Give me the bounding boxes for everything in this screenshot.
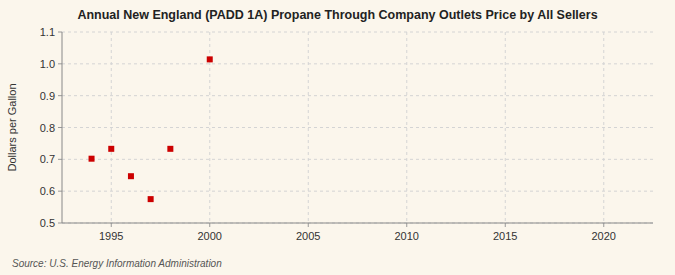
tick-label-y: 0.7 <box>40 153 55 165</box>
title: Annual New England (PADD 1A) Propane Thr… <box>77 8 597 22</box>
tick-x <box>505 223 506 227</box>
tick-y <box>58 223 62 224</box>
tick-label-y: 0.6 <box>40 185 55 197</box>
grid-line-y <box>62 223 653 224</box>
grid-line-y <box>62 191 653 192</box>
tick-y <box>58 159 62 160</box>
point <box>128 173 134 179</box>
tick-label-x: 2020 <box>592 230 616 242</box>
point <box>89 156 95 162</box>
x-axis <box>62 223 653 224</box>
grid-line-y <box>62 95 653 96</box>
grid-line-x <box>406 32 407 223</box>
tick-x <box>603 223 604 227</box>
tick-label-y: 0.9 <box>40 90 55 102</box>
tick-y <box>58 127 62 128</box>
y-axis <box>62 32 63 223</box>
chart: 0.5 0.6 0.7 0.8 0.9 1.0 1.1 1995 2000 2005 2010 201… <box>0 0 675 275</box>
tick-y <box>58 95 62 96</box>
grid-line-x <box>308 32 309 223</box>
tick-label-x: 2005 <box>296 230 320 242</box>
tick-y <box>58 191 62 192</box>
grid-line-y <box>62 63 653 64</box>
grid-line-y <box>62 159 653 160</box>
y-axis-label: Dollars per Gallon <box>6 83 18 171</box>
point <box>207 56 213 62</box>
tick-label-x: 2000 <box>198 230 222 242</box>
grid-line-x <box>505 32 506 223</box>
tick-x <box>406 223 407 227</box>
grid <box>62 32 653 223</box>
tick-label-y: 0.5 <box>40 217 55 229</box>
tick-label-x: 1995 <box>99 230 123 242</box>
point <box>148 196 154 202</box>
points <box>89 56 213 202</box>
tick-label-x: 2015 <box>493 230 517 242</box>
tick-label-y: 0.8 <box>40 122 55 134</box>
point <box>108 146 114 152</box>
tick-label-y: 1.1 <box>40 26 55 38</box>
source-note: Source: U.S. Energy Information Administ… <box>12 258 222 269</box>
grid-line-y <box>62 127 653 128</box>
tick-x <box>209 223 210 227</box>
tick-label-y: 1.0 <box>40 58 55 70</box>
grid-line-x <box>603 32 604 223</box>
tick-x <box>308 223 309 227</box>
point <box>167 146 173 152</box>
grid-line-y <box>62 32 653 33</box>
tick-y <box>58 63 62 64</box>
grid-line-x <box>111 32 112 223</box>
tick-y <box>58 32 62 33</box>
tick-x <box>111 223 112 227</box>
background <box>0 0 675 275</box>
tick-label-x: 2010 <box>395 230 419 242</box>
